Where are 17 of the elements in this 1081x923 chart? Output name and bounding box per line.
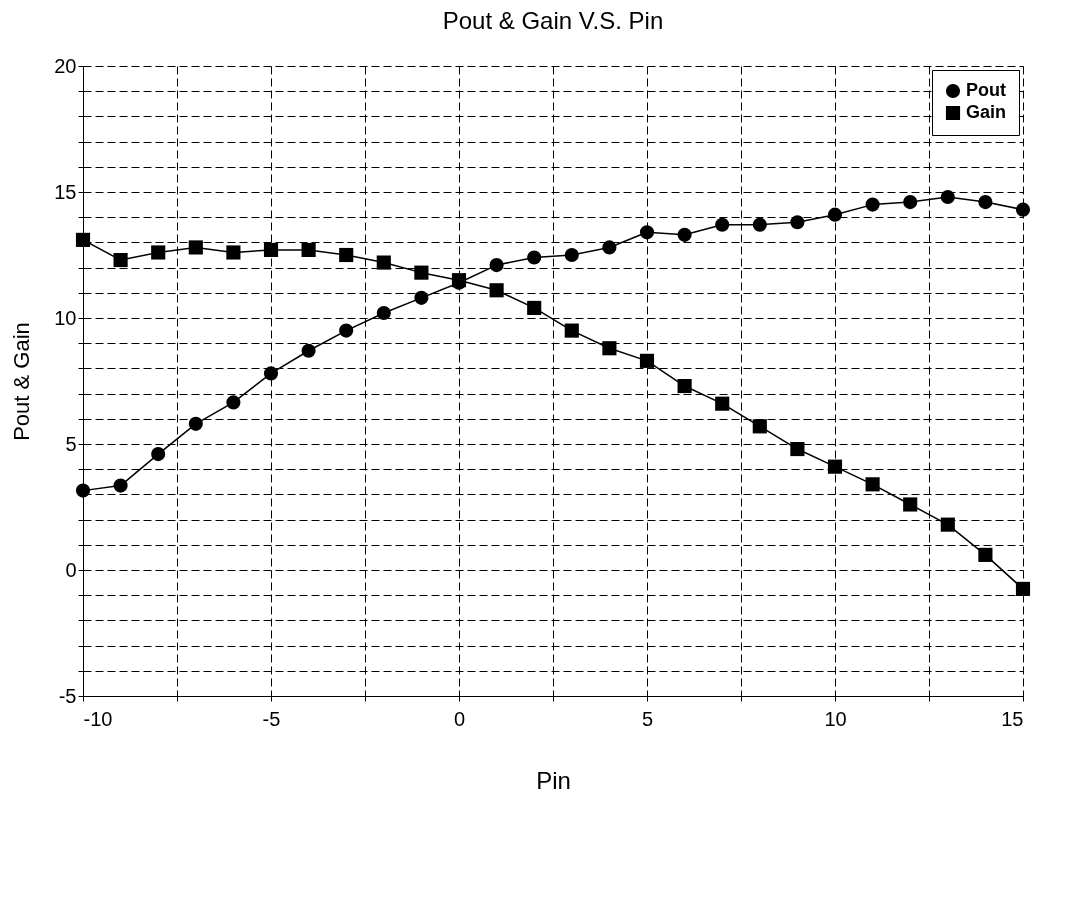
chart-title: Pout & Gain V.S. Pin	[442, 7, 664, 34]
x-tick-label: 10	[824, 707, 847, 730]
x-tick-label: 15	[1001, 707, 1024, 730]
x-tick-label: 0	[453, 707, 466, 730]
y-tick-label: 20	[54, 54, 77, 77]
y-tick-label: 5	[65, 432, 77, 455]
y-tick-label: -5	[58, 684, 77, 707]
y-axis-title: Pout & Gain	[9, 322, 35, 441]
x-axis-title: Pin	[536, 766, 571, 794]
y-tick-label: 15	[54, 180, 77, 203]
y-tick-label: 0	[65, 558, 77, 581]
legend-label: Pout	[966, 80, 1006, 100]
y-tick-label: 10	[54, 306, 77, 329]
x-tick-label: -5	[262, 707, 281, 730]
legend-label: Gain	[966, 102, 1007, 122]
x-tick-label: 5	[641, 707, 654, 730]
x-tick-label: -10	[83, 707, 113, 730]
